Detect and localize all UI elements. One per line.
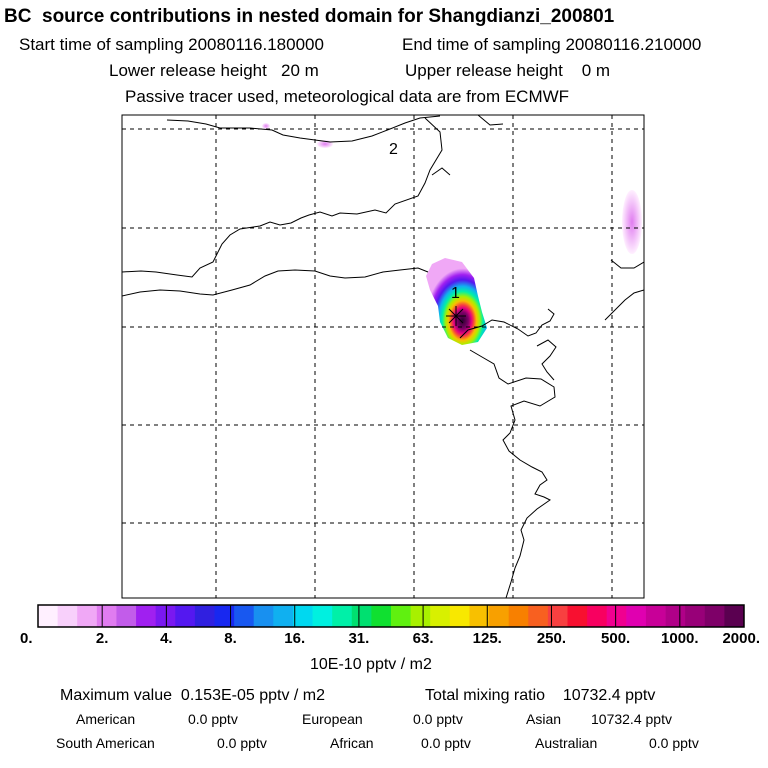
colorbar-tick-label: 2000. xyxy=(722,630,760,647)
colorbar-cell xyxy=(214,605,235,627)
colorbar-cell xyxy=(234,605,255,627)
colorbar-cell xyxy=(587,605,608,627)
colorbar-cell xyxy=(312,605,333,627)
colorbar-cell xyxy=(489,605,510,627)
colorbar-cell xyxy=(332,605,353,627)
region-name-asian: Asian xyxy=(526,711,562,727)
colorbar-cell xyxy=(391,605,412,627)
colorbar-tick-label: 4. xyxy=(160,630,173,647)
colorbar-cell xyxy=(469,605,490,627)
colorbar-tick-label: 2. xyxy=(96,630,109,647)
total-mixing-ratio: Total mixing ratio 10732.4 pptv xyxy=(425,687,656,704)
colorbar-cell xyxy=(371,605,392,627)
colorbar-tick-label: 125. xyxy=(473,630,502,647)
region-name-european: European xyxy=(302,711,363,727)
colorbar-tick-label: 250. xyxy=(537,630,566,647)
colorbar-cell xyxy=(77,605,98,627)
colorbar-cell xyxy=(116,605,137,627)
colorbar-cell xyxy=(685,605,706,627)
receptor-marker-1: 1 xyxy=(451,285,460,302)
region-name-australian: Australian xyxy=(535,735,598,751)
graticule xyxy=(122,115,644,598)
marker-2: 2 xyxy=(389,141,398,158)
colorbar-cell xyxy=(136,605,157,627)
colorbar-cell xyxy=(645,605,666,627)
region-name-south-american: South American xyxy=(56,735,155,751)
maximum-value: Maximum value 0.153E-05 pptv / m2 xyxy=(60,687,326,704)
map-frame xyxy=(121,114,645,599)
region-value-european: 0.0 pptv xyxy=(413,711,463,727)
colorbar-cell xyxy=(57,605,78,627)
source-contribution-plume xyxy=(426,258,487,345)
region-name-american: American xyxy=(76,711,136,727)
lower-release-height: Lower release height 20 m xyxy=(109,61,319,80)
colorbar-cell xyxy=(96,605,117,627)
colorbar-cell xyxy=(155,605,176,627)
colorbar-tick-labels: 0. 2. 4. 8. 16. 31. 63. 125. 250. 500. 1000. 2000. xyxy=(20,605,760,647)
colorbar-cell xyxy=(665,605,686,627)
region-value-australian: 0.0 pptv xyxy=(649,735,699,751)
colorbar-tick-label: 0. xyxy=(20,630,33,647)
colorbar-cell xyxy=(704,605,725,627)
colorbar-frame xyxy=(37,604,745,628)
region-value-american: 0.0 pptv xyxy=(188,711,238,727)
colorbar-cell xyxy=(606,605,627,627)
colorbar-cells xyxy=(38,605,745,627)
colorbar-cell xyxy=(273,605,294,627)
region-name-african: African xyxy=(330,735,374,751)
colorbar-cell xyxy=(175,605,196,627)
colorbar-cell xyxy=(626,605,647,627)
colorbar-tick-label: 8. xyxy=(224,630,237,647)
tracer-note: Passive tracer used, meteorological data… xyxy=(125,87,570,106)
coastlines xyxy=(122,115,644,598)
colorbar: 0. 2. 4. 8. 16. 31. 63. 125. 250. 500. 1000. 2000. xyxy=(20,604,760,647)
region-value-south-american: 0.0 pptv xyxy=(217,735,267,751)
plot-title: BC source contributions in nested domain… xyxy=(4,6,615,27)
region-value-african: 0.0 pptv xyxy=(421,735,471,751)
colorbar-cell xyxy=(547,605,568,627)
upper-release-height: Upper release height 0 m xyxy=(405,61,611,80)
colorbar-cell xyxy=(253,605,274,627)
colorbar-cell xyxy=(508,605,529,627)
colorbar-cell xyxy=(449,605,470,627)
colorbar-tick-label: 16. xyxy=(284,630,305,647)
colorbar-cell xyxy=(351,605,372,627)
colorbar-cell xyxy=(430,605,451,627)
colorbar-unit: 10E-10 pptv / m2 xyxy=(310,656,432,673)
sampling-end-time: End time of sampling 20080116.210000 xyxy=(402,35,702,54)
colorbar-cell xyxy=(528,605,549,627)
colorbar-tick-label: 63. xyxy=(413,630,434,647)
colorbar-tick-label: 1000. xyxy=(661,630,699,647)
colorbar-cell xyxy=(410,605,431,627)
colorbar-tick-label: 500. xyxy=(601,630,630,647)
map-panel: 1 2 xyxy=(121,114,645,599)
colorbar-cell xyxy=(724,605,745,627)
colorbar-cell xyxy=(38,605,59,627)
sampling-start-time: Start time of sampling 20080116.180000 xyxy=(19,35,324,54)
region-value-asian: 10732.4 pptv xyxy=(591,711,672,727)
colorbar-cell xyxy=(567,605,588,627)
colorbar-cell xyxy=(292,605,313,627)
faint-patch-north-small xyxy=(262,123,270,129)
colorbar-tick-label: 31. xyxy=(348,630,369,647)
receptor-star-icon xyxy=(446,306,466,326)
faint-patch-east xyxy=(622,190,642,254)
colorbar-cell xyxy=(194,605,215,627)
